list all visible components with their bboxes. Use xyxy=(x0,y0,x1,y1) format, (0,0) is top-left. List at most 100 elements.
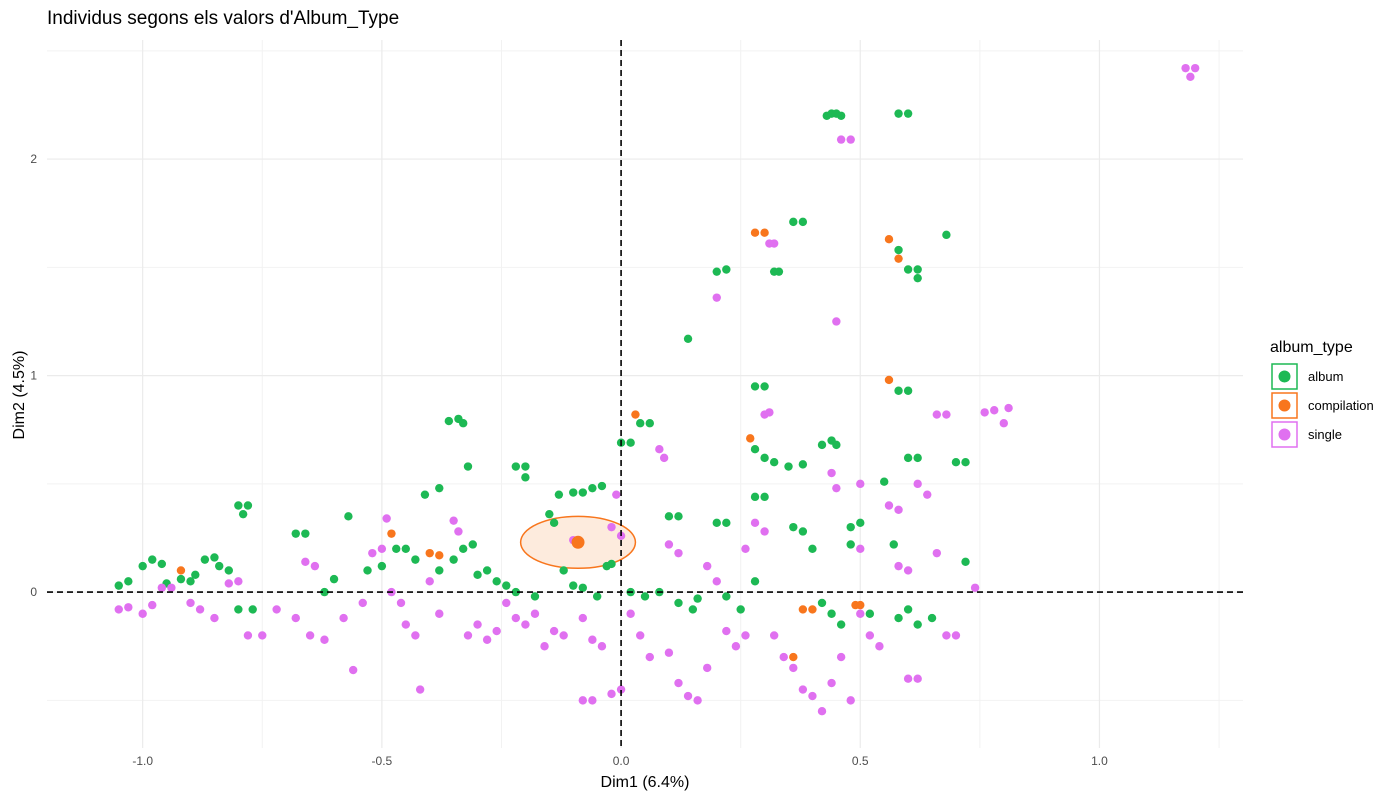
x-axis-title: Dim1 (6.4%) xyxy=(601,774,690,791)
album-point xyxy=(124,577,133,586)
single-point xyxy=(798,685,808,694)
album-point xyxy=(712,518,721,528)
album-point xyxy=(459,544,468,554)
album-point xyxy=(248,605,257,614)
single-point xyxy=(769,239,779,248)
album-point xyxy=(913,273,922,283)
album-point xyxy=(243,501,253,510)
single-point xyxy=(549,626,559,636)
album-point xyxy=(492,577,501,586)
single-point xyxy=(310,561,320,571)
y-tick-label: 1 xyxy=(30,369,37,383)
album-point xyxy=(903,605,913,614)
single-point xyxy=(616,685,626,694)
single-point xyxy=(827,678,836,688)
single-point xyxy=(559,631,568,640)
single-point xyxy=(449,516,458,525)
grid xyxy=(47,40,1243,748)
single-point xyxy=(411,631,420,640)
album-point xyxy=(913,620,922,629)
single-point xyxy=(827,468,836,478)
album-point xyxy=(210,553,219,562)
album-point xyxy=(176,574,186,584)
single-point xyxy=(655,445,664,454)
album-point xyxy=(808,544,817,554)
album-point xyxy=(645,419,654,428)
single-point xyxy=(817,706,827,716)
single-point xyxy=(702,561,712,571)
single-point xyxy=(659,453,669,463)
single-point xyxy=(521,620,530,629)
album-point xyxy=(722,518,731,528)
legend-title: album_type xyxy=(1270,339,1353,356)
single-point xyxy=(195,605,205,614)
single-point xyxy=(712,293,721,302)
compilation-point xyxy=(435,551,444,560)
album-point xyxy=(607,559,616,569)
album-point xyxy=(798,217,808,227)
points-layer xyxy=(114,63,1200,716)
compilation-point xyxy=(425,548,434,558)
single-point xyxy=(865,631,875,640)
compilation-point xyxy=(789,652,798,662)
x-tick-label: -0.5 xyxy=(372,754,393,768)
single-point xyxy=(588,635,597,644)
single-point xyxy=(970,583,980,592)
album-point xyxy=(894,245,903,255)
single-point xyxy=(769,631,779,640)
single-point xyxy=(138,609,147,618)
legend-label-compilation: compilation xyxy=(1308,398,1374,413)
single-point xyxy=(224,579,233,588)
album-point xyxy=(186,577,195,586)
album-point xyxy=(712,267,721,276)
album-point xyxy=(903,386,913,395)
single-point xyxy=(913,479,922,489)
single-point xyxy=(1186,72,1195,82)
compilation-point xyxy=(760,228,769,237)
single-point xyxy=(272,605,281,614)
single-point xyxy=(454,527,463,536)
album-point xyxy=(784,462,793,471)
album-point xyxy=(736,605,745,614)
single-point xyxy=(463,631,473,640)
album-point xyxy=(377,561,387,571)
legend-key-compilation xyxy=(1271,392,1298,419)
album-point xyxy=(554,490,564,499)
album-point xyxy=(320,587,329,597)
legend-key-single xyxy=(1271,421,1298,448)
album-point xyxy=(832,440,841,450)
album-point xyxy=(961,557,970,566)
album-point xyxy=(846,540,855,549)
single-point xyxy=(674,678,683,688)
album-point xyxy=(224,566,233,575)
compilation-point xyxy=(798,605,808,614)
compilation-point xyxy=(894,254,903,263)
album-point xyxy=(157,559,167,569)
album-point xyxy=(798,527,808,536)
single-point xyxy=(415,685,425,694)
album-point xyxy=(836,111,846,120)
single-point xyxy=(722,626,731,636)
legend-marker-compilation xyxy=(1278,399,1291,412)
single-point xyxy=(741,631,750,640)
single-point xyxy=(425,577,434,586)
album-point xyxy=(420,490,430,499)
single-point xyxy=(913,674,922,683)
album-point xyxy=(769,458,779,467)
compilation-point xyxy=(884,375,894,385)
album-point xyxy=(817,440,827,450)
album-point xyxy=(291,529,300,538)
single-point xyxy=(291,613,300,623)
single-point xyxy=(301,557,310,566)
album-point xyxy=(215,561,224,571)
album-point xyxy=(760,382,769,391)
album-point xyxy=(693,594,702,603)
album-point xyxy=(435,483,444,493)
album-point xyxy=(894,109,903,118)
single-point xyxy=(186,598,195,608)
single-point xyxy=(167,583,176,592)
single-point xyxy=(339,613,348,623)
album-point xyxy=(234,605,243,614)
album-point xyxy=(913,453,922,463)
single-point xyxy=(903,566,913,575)
